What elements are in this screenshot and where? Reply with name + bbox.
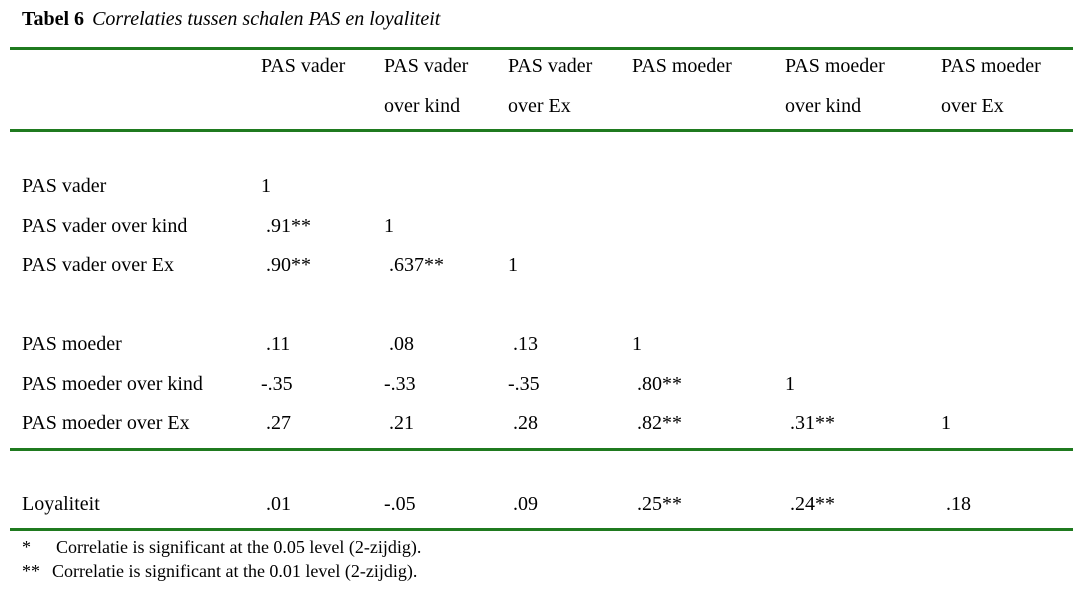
correlation-value: .13	[513, 333, 538, 355]
correlation-value: .82**	[637, 412, 682, 434]
column-header: PAS vader	[384, 55, 469, 77]
correlation-value: 1	[508, 254, 518, 276]
footnote-mark: *	[22, 537, 31, 557]
correlation-value: .11	[266, 333, 291, 355]
correlation-value: .01	[266, 493, 291, 515]
correlation-value: -.35	[508, 373, 540, 395]
column-header: PAS vader	[261, 55, 346, 77]
middle-rule	[10, 448, 1073, 451]
correlation-value: .27	[266, 412, 291, 434]
column-header: PAS moeder	[785, 55, 885, 77]
correlation-value: .25**	[637, 493, 682, 515]
correlation-value: 1	[384, 215, 394, 237]
row-label: Loyaliteit	[22, 493, 100, 515]
row-label: PAS vader over Ex	[22, 254, 175, 276]
footnote-1: * Correlatie is significant at the 0.05 l…	[22, 537, 421, 558]
row-label: PAS moeder	[22, 333, 122, 355]
correlation-value: .637**	[389, 254, 444, 276]
column-header: PAS vader	[508, 55, 593, 77]
footnote-text: Correlatie is significant at the 0.01 le…	[52, 561, 418, 581]
correlation-value: 1	[941, 412, 951, 434]
footnote-mark: **	[22, 561, 40, 581]
correlation-value: .08	[389, 333, 414, 355]
correlation-value: .31**	[790, 412, 835, 434]
row-label: PAS vader	[22, 175, 107, 197]
table-caption: Correlaties tussen schalen PAS en loyali…	[92, 8, 441, 30]
correlation-value: .21	[389, 412, 414, 434]
column-header: PAS moeder	[941, 55, 1041, 77]
correlation-value: 1	[785, 373, 795, 395]
correlation-value: 1	[632, 333, 642, 355]
correlation-value: .91**	[266, 215, 311, 237]
column-header: PAS moeder	[632, 55, 732, 77]
column-header: over Ex	[508, 95, 571, 117]
column-header: over Ex	[941, 95, 1004, 117]
header-rule	[10, 129, 1073, 132]
row-label: PAS vader over kind	[22, 215, 188, 237]
correlation-value: .09	[513, 493, 538, 515]
correlation-value: -.35	[261, 373, 293, 395]
table-title: Tabel 6 Correlaties tussen schalen PAS en…	[22, 8, 440, 31]
column-header: over kind	[384, 95, 461, 117]
correlation-value: .24**	[790, 493, 835, 515]
correlation-value: -.05	[384, 493, 416, 515]
row-label: PAS moeder over Ex	[22, 412, 190, 434]
correlation-value: 1	[261, 175, 271, 197]
top-rule	[10, 47, 1073, 50]
correlation-value: .90**	[266, 254, 311, 276]
footnote-2: ** Correlatie is significant at the 0.01 …	[22, 561, 417, 582]
correlation-value: -.33	[384, 373, 416, 395]
table-label: Tabel 6	[22, 8, 85, 30]
footnote-text: Correlatie is significant at the 0.05 le…	[56, 537, 422, 557]
column-header: over kind	[785, 95, 862, 117]
correlation-value: .28	[513, 412, 538, 434]
correlation-value: .18	[946, 493, 971, 515]
correlation-value: .80**	[637, 373, 682, 395]
bottom-rule	[10, 528, 1073, 531]
row-label: PAS moeder over kind	[22, 373, 203, 395]
